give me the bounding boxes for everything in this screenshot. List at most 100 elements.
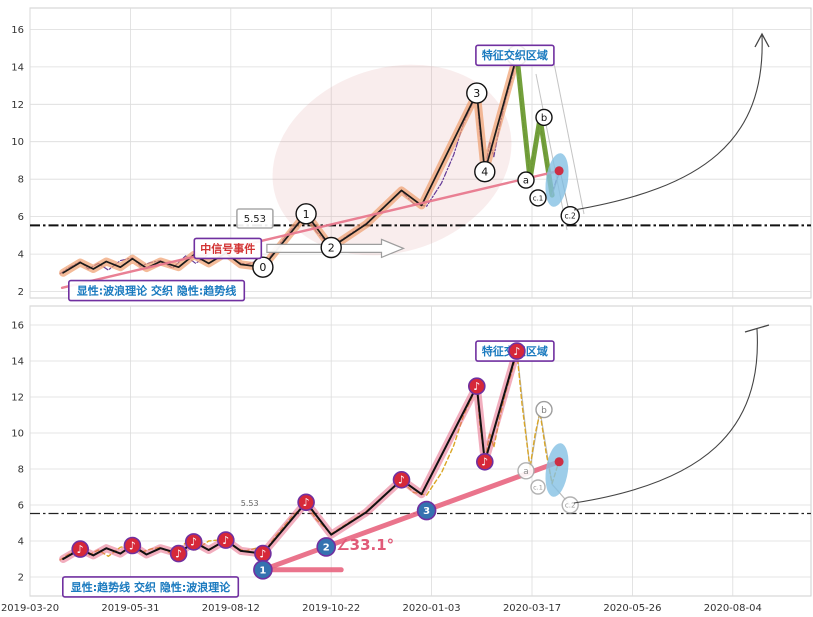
svg-text:5.53: 5.53 bbox=[244, 214, 266, 225]
x-tick-label: 2020-08-04 bbox=[704, 603, 762, 614]
note-marker: ♪ bbox=[169, 544, 188, 563]
target-ellipse bbox=[545, 153, 569, 207]
channel-line-1 bbox=[535, 73, 568, 231]
svg-text:c.2: c.2 bbox=[565, 211, 577, 220]
svg-text:特征交织区域: 特征交织区域 bbox=[482, 48, 548, 62]
x-tick-label: 2020-03-17 bbox=[503, 603, 561, 614]
x-tick-label: 2019-05-31 bbox=[101, 603, 159, 614]
svg-text:2: 2 bbox=[323, 543, 330, 554]
note-marker: ♪ bbox=[475, 452, 494, 471]
y-tick-label: 14 bbox=[11, 357, 24, 368]
svg-text:∠33.1°: ∠33.1° bbox=[336, 536, 394, 554]
svg-text:3: 3 bbox=[423, 506, 430, 517]
svg-text:♪: ♪ bbox=[473, 380, 480, 393]
svg-text:2: 2 bbox=[328, 242, 335, 255]
svg-text:0: 0 bbox=[259, 261, 266, 274]
wave-label-4: 4 bbox=[474, 160, 496, 183]
channel-line-2 bbox=[552, 57, 585, 215]
svg-text:♪: ♪ bbox=[259, 547, 266, 560]
svg-text:♪: ♪ bbox=[129, 539, 136, 552]
ghost-label-c1: c.1 bbox=[530, 479, 546, 495]
note-marker: ♪ bbox=[392, 470, 411, 489]
legend-label: 显性:趋势线 交织 隐性:波浪理论 bbox=[61, 576, 240, 598]
svg-text:♪: ♪ bbox=[513, 345, 520, 358]
svg-text:3: 3 bbox=[473, 87, 480, 100]
y-tick-label: 16 bbox=[11, 321, 24, 332]
focus-ellipse bbox=[272, 64, 512, 256]
svg-text:b: b bbox=[541, 113, 547, 124]
y-tick-label: 6 bbox=[18, 501, 24, 512]
current-dot bbox=[554, 457, 564, 467]
y-tick-label: 10 bbox=[11, 137, 24, 148]
impulse-label-3: 3 bbox=[416, 500, 437, 521]
svg-text:♪: ♪ bbox=[398, 474, 405, 487]
svg-text:b: b bbox=[541, 406, 547, 416]
event-label: 中信号事件 bbox=[193, 237, 263, 260]
y-tick-label: 8 bbox=[18, 465, 24, 476]
note-marker: ♪ bbox=[123, 536, 142, 555]
ghost-label-c2: c.2 bbox=[561, 496, 579, 514]
y-tick-label: 2 bbox=[18, 287, 24, 298]
y-tick-label: 8 bbox=[18, 175, 24, 186]
svg-text:♪: ♪ bbox=[190, 536, 197, 549]
svg-text:♪: ♪ bbox=[481, 456, 488, 469]
note-marker: ♪ bbox=[297, 493, 315, 512]
wave-label-1: 1 bbox=[295, 203, 317, 225]
correction-line bbox=[514, 53, 555, 198]
svg-text:♪: ♪ bbox=[222, 534, 229, 547]
wave-label-c1: c.1 bbox=[529, 189, 547, 207]
legend-label: 显性:波浪理论 交织 隐性:趋势线 bbox=[68, 279, 246, 302]
x-tick-label: 2020-05-26 bbox=[603, 603, 661, 614]
y-tick-label: 2 bbox=[18, 573, 24, 584]
wave-line bbox=[62, 349, 518, 560]
wave-label-c2: c.2 bbox=[560, 205, 580, 226]
y-tick-label: 12 bbox=[11, 393, 24, 404]
note-marker: ♪ bbox=[184, 533, 203, 551]
svg-text:1: 1 bbox=[303, 208, 310, 221]
note-marker: ♪ bbox=[467, 377, 486, 396]
svg-text:c.1: c.1 bbox=[533, 194, 544, 202]
wave-label-0: 0 bbox=[252, 256, 274, 278]
projection-arrow bbox=[573, 32, 770, 211]
y-tick-label: 10 bbox=[11, 429, 24, 440]
trendline bbox=[60, 169, 561, 289]
svg-text:中信号事件: 中信号事件 bbox=[200, 241, 255, 255]
svg-text:♪: ♪ bbox=[77, 543, 84, 556]
svg-text:c.2: c.2 bbox=[565, 502, 576, 510]
y-tick-label: 12 bbox=[11, 100, 24, 111]
x-tick-label: 2019-08-12 bbox=[202, 603, 260, 614]
y-tick-label: 16 bbox=[11, 25, 24, 36]
x-tick-label: 2020-01-03 bbox=[403, 603, 461, 614]
note-marker: ♪ bbox=[71, 540, 89, 558]
svg-text:♪: ♪ bbox=[175, 547, 182, 560]
y-tick-label: 4 bbox=[18, 250, 24, 261]
svg-text:a: a bbox=[523, 176, 529, 187]
ghost-label-b: b bbox=[535, 400, 553, 419]
x-tick-label: 2019-10-22 bbox=[302, 603, 360, 614]
wave-label-a: a bbox=[517, 171, 535, 189]
x-tick-label: 2019-03-20 bbox=[1, 603, 59, 614]
svg-text:显性:趋势线 交织 隐性:波浪理论: 显性:趋势线 交织 隐性:波浪理论 bbox=[71, 580, 231, 594]
svg-text:♪: ♪ bbox=[303, 496, 310, 509]
y-tick-label: 14 bbox=[11, 62, 24, 73]
wave-label-3: 3 bbox=[466, 82, 488, 104]
svg-text:c.1: c.1 bbox=[533, 483, 543, 491]
target-ellipse bbox=[545, 443, 569, 497]
level-label: 5.53 bbox=[236, 208, 274, 229]
current-dot bbox=[554, 166, 564, 176]
wave-label-2: 2 bbox=[320, 236, 342, 259]
note-marker-peak: ♪ bbox=[508, 342, 526, 360]
feature-zone-label: 特征交织区域 bbox=[475, 44, 555, 67]
note-marker: ♪ bbox=[217, 531, 235, 549]
svg-text:显性:波浪理论 交织 隐性:趋势线: 显性:波浪理论 交织 隐性:趋势线 bbox=[77, 284, 236, 298]
svg-text:a: a bbox=[523, 467, 529, 477]
y-tick-label: 4 bbox=[18, 537, 24, 548]
svg-text:4: 4 bbox=[481, 166, 488, 179]
trendline bbox=[260, 459, 562, 573]
svg-text:1: 1 bbox=[259, 565, 266, 576]
note-marker: ♪ bbox=[254, 544, 272, 563]
